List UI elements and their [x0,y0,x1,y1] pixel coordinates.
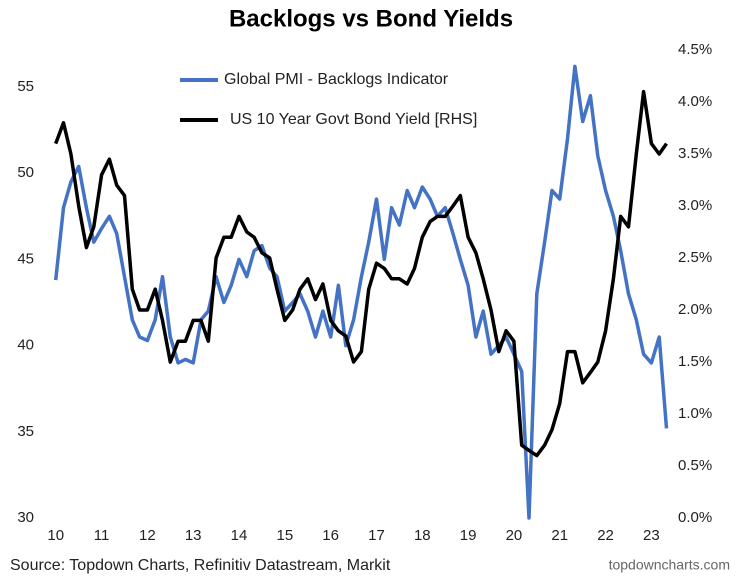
y-tick-label: 30 [17,509,34,526]
y2-tick-label: 0.0% [678,509,712,526]
x-tick-label: 11 [94,527,110,544]
x-tick-label: 16 [322,527,339,544]
x-tick-label: 21 [551,527,568,544]
y2-tick-label: 2.5% [678,249,712,266]
y2-tick-label: 2.0% [678,301,712,318]
y2-tick-label: 4.0% [678,93,712,110]
x-tick-label: 14 [231,527,248,544]
x-tick-label: 19 [460,527,477,544]
y2-tick-label: 1.0% [678,405,712,422]
y2-tick-label: 3.5% [678,145,712,162]
series-line [54,89,668,458]
x-tick-label: 20 [506,527,523,544]
y-tick-label: 35 [17,423,34,440]
y2-tick-label: 1.5% [678,353,712,370]
y2-tick-label: 4.5% [678,41,712,58]
y-tick-label: 55 [17,78,34,95]
x-tick-label: 13 [185,527,202,544]
legend-label: Global PMI - Backlogs Indicator [224,71,449,88]
source: Source: Topdown Charts, Refinitiv Datast… [10,557,391,574]
x-tick-label: 22 [597,527,614,544]
x-tick-label: 10 [47,527,64,544]
legend-label: US 10 Year Govt Bond Yield [RHS] [230,111,477,128]
x-tick-label: 18 [414,527,431,544]
watermark: topdowncharts.com [609,557,730,573]
chart-title: Backlogs vs Bond Yields [229,5,513,32]
y-tick-label: 45 [17,250,34,267]
series-line [53,64,669,520]
x-tick-label: 17 [368,527,385,544]
y-tick-label: 40 [17,337,34,354]
y-tick-label: 50 [17,164,34,181]
x-tick-label: 23 [643,527,660,544]
y2-tick-label: 3.0% [678,197,712,214]
x-tick-label: 12 [139,527,156,544]
x-tick-label: 15 [276,527,293,544]
y2-tick-label: 0.5% [678,457,712,474]
